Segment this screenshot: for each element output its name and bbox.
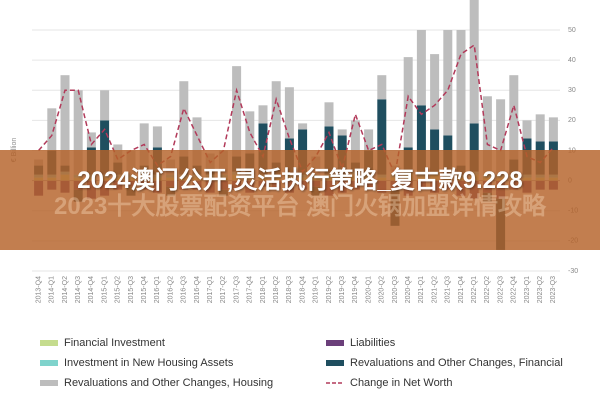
x-tick-label: 2020-Q2	[379, 276, 386, 303]
bar-segment	[377, 99, 387, 175]
x-tick-label: 2015-Q4	[141, 276, 148, 303]
x-tick-label: 2021-Q1	[418, 276, 425, 303]
legend-swatch	[40, 380, 58, 386]
x-tick-label: 2014-Q2	[62, 276, 69, 303]
bar-segment	[430, 54, 440, 130]
bar-segment	[522, 120, 532, 139]
x-tick-label: 2014-Q1	[49, 276, 56, 303]
x-tick-label: 2016-Q3	[181, 276, 188, 303]
x-tick-label: 2018-Q4	[299, 276, 306, 303]
x-tick-label: 2023-Q2	[537, 276, 544, 303]
y-tick-label: 20	[568, 117, 576, 124]
x-tick-label: 2017-Q2	[220, 276, 227, 303]
bar-segment	[416, 105, 426, 175]
bar-segment	[271, 81, 281, 163]
x-tick-label: 2016-Q1	[154, 276, 161, 303]
legend-label: Financial Investment	[64, 337, 165, 349]
bar-segment	[482, 96, 492, 175]
overlay-title: 2024澳门公开,灵活执行策略_复古款9.228	[77, 167, 523, 194]
bar-segment	[443, 30, 453, 136]
bar-segment	[469, 0, 479, 124]
bar-segment	[456, 30, 466, 166]
x-tick-label: 2020-Q3	[392, 276, 399, 303]
x-tick-label: 2014-Q4	[88, 276, 95, 303]
bar-segment	[337, 129, 347, 136]
legend-label: Change in Net Worth	[350, 377, 453, 389]
x-tick-label: 2015-Q1	[101, 276, 108, 303]
x-tick-label: 2022-Q3	[497, 276, 504, 303]
bar-segment	[192, 117, 202, 166]
bar-segment	[469, 123, 479, 172]
bar-segment	[535, 114, 545, 142]
bar-segment	[47, 108, 57, 151]
bar-segment	[324, 102, 334, 127]
x-tick-label: 2017-Q3	[233, 276, 240, 303]
x-tick-label: 2017-Q1	[207, 276, 214, 303]
bar-segment	[152, 126, 162, 148]
x-tick-label: 2013-Q4	[35, 276, 42, 303]
legend-swatch	[326, 340, 344, 346]
bar-segment	[179, 81, 189, 157]
x-tick-label: 2016-Q2	[167, 276, 174, 303]
bar-segment	[232, 66, 242, 157]
bar-segment	[548, 117, 558, 142]
bar-segment	[245, 111, 255, 154]
bar-segment	[496, 99, 506, 175]
bar-segment	[284, 87, 294, 139]
legend-label: Liabilities	[350, 337, 396, 349]
y-tick-label: 50	[568, 27, 576, 34]
bar-segment	[60, 75, 70, 166]
bar-segment	[350, 120, 360, 163]
bar-segment	[258, 123, 268, 175]
legend-label: Revaluations and Other Changes, Housing	[64, 377, 273, 389]
x-tick-label: 2021-Q4	[458, 276, 465, 303]
x-tick-label: 2022-Q4	[511, 276, 518, 303]
bar-segment	[298, 123, 308, 130]
x-tick-label: 2015-Q2	[115, 276, 122, 303]
bar-segment	[86, 132, 96, 148]
x-tick-label: 2020-Q4	[405, 276, 412, 303]
bar-segment	[377, 75, 387, 100]
legend-swatch	[40, 360, 58, 366]
bar-segment	[100, 90, 110, 121]
legend-swatch	[326, 360, 344, 366]
bar-segment	[258, 105, 268, 124]
x-tick-label: 2016-Q4	[194, 276, 201, 303]
overlay-background-text: 2023十大股票配资平台 澳门火锅加盟详情攻略	[53, 193, 547, 220]
legend-label: Revaluations and Other Changes, Financia…	[350, 357, 563, 369]
x-tick-label: 2019-Q3	[339, 276, 346, 303]
x-tick-label: 2023-Q1	[524, 276, 531, 303]
x-tick-label: 2023-Q3	[550, 276, 557, 303]
bar-segment	[100, 120, 110, 175]
x-tick-label: 2021-Q3	[445, 276, 452, 303]
x-tick-label: 2022-Q1	[471, 276, 478, 303]
x-tick-label: 2015-Q3	[128, 276, 135, 303]
x-tick-label: 2021-Q2	[431, 276, 438, 303]
y-axis-label: € Billion	[11, 138, 18, 163]
legend-swatch	[40, 340, 58, 346]
x-tick-label: 2018-Q2	[273, 276, 280, 303]
x-tick-label: 2018-Q1	[260, 276, 267, 303]
y-tick-label: 30	[568, 87, 576, 94]
x-tick-label: 2020-Q1	[365, 276, 372, 303]
x-tick-label: 2018-Q3	[286, 276, 293, 303]
y-tick-label: -30	[568, 268, 578, 275]
bar-segment	[416, 30, 426, 106]
bar-segment	[509, 75, 519, 160]
bar-segment	[364, 129, 374, 151]
x-tick-label: 2014-Q3	[75, 276, 82, 303]
overlay-banner	[0, 150, 600, 250]
bar-segment	[73, 90, 83, 175]
x-tick-label: 2019-Q2	[326, 276, 333, 303]
bar-segment	[403, 57, 413, 148]
x-tick-label: 2017-Q4	[247, 276, 254, 303]
y-tick-label: 40	[568, 57, 576, 64]
x-tick-label: 2019-Q4	[352, 276, 359, 303]
x-tick-label: 2022-Q2	[484, 276, 491, 303]
legend-label: Investment in New Housing Assets	[64, 357, 234, 369]
x-tick-label: 2019-Q1	[313, 276, 320, 303]
